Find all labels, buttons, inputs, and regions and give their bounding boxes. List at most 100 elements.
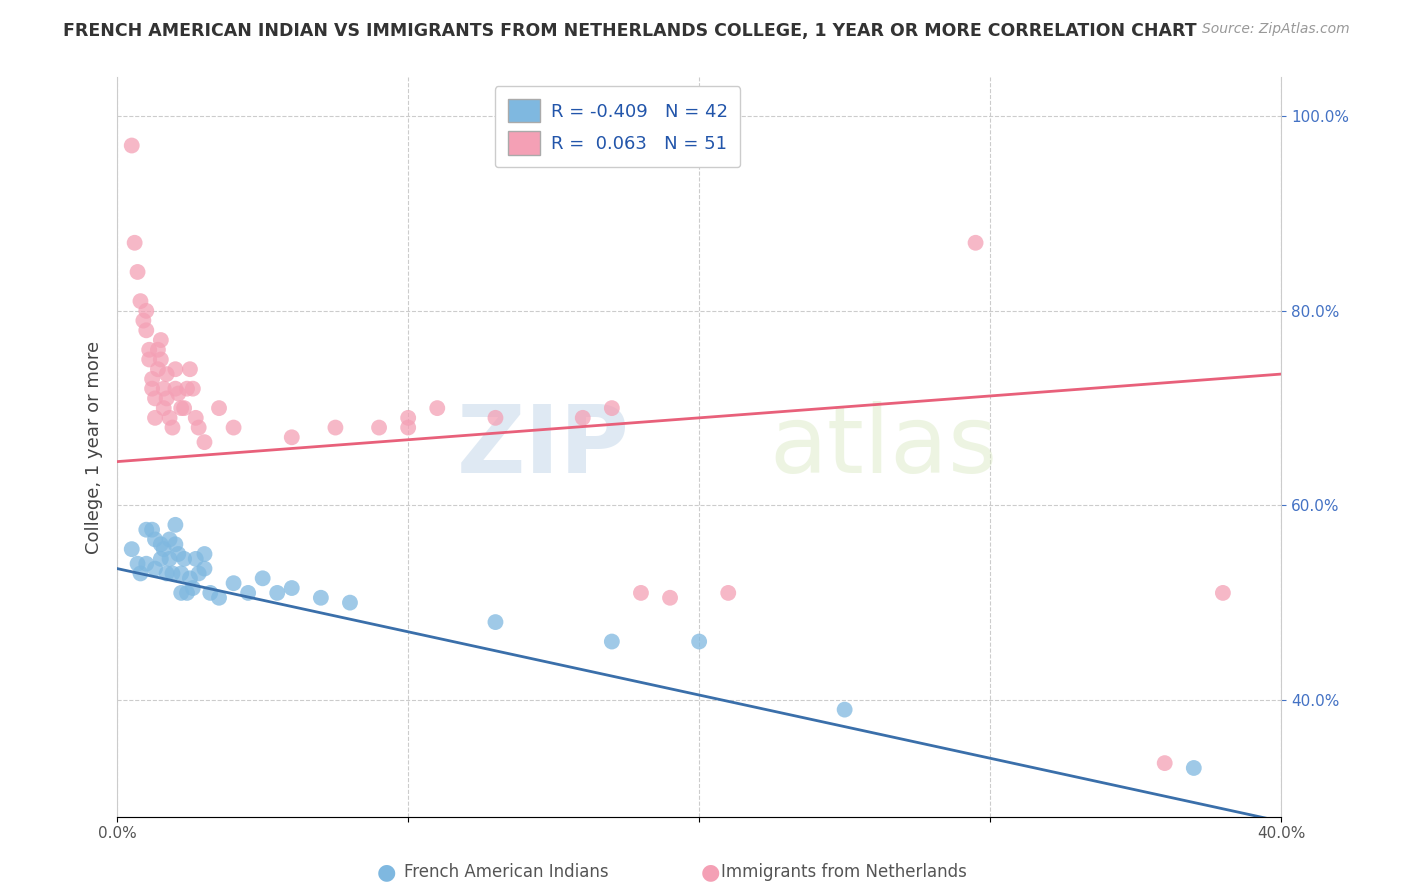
Point	[165, 537, 187, 551]
Point	[184, 552, 207, 566]
Point	[193, 561, 215, 575]
Y-axis label: College, 1 year or more: College, 1 year or more	[86, 341, 103, 554]
Point	[184, 410, 207, 425]
Point	[156, 392, 179, 406]
Point	[222, 420, 245, 434]
Point	[325, 420, 347, 434]
Point	[200, 586, 222, 600]
Point	[170, 586, 193, 600]
Point	[143, 410, 166, 425]
Point	[127, 265, 149, 279]
Point	[179, 571, 201, 585]
Point	[339, 596, 361, 610]
Text: ●: ●	[700, 863, 720, 882]
Point	[222, 576, 245, 591]
Point	[129, 294, 152, 309]
Point	[165, 362, 187, 376]
Point	[179, 362, 201, 376]
Point	[484, 410, 506, 425]
Point	[208, 401, 231, 416]
Point	[165, 382, 187, 396]
Point	[426, 401, 449, 416]
Point	[156, 367, 179, 381]
Point	[141, 382, 163, 396]
Point	[159, 552, 181, 566]
Point	[143, 561, 166, 575]
Text: FRENCH AMERICAN INDIAN VS IMMIGRANTS FROM NETHERLANDS COLLEGE, 1 YEAR OR MORE CO: FRENCH AMERICAN INDIAN VS IMMIGRANTS FRO…	[63, 22, 1197, 40]
Point	[368, 420, 391, 434]
Text: Immigrants from Netherlands: Immigrants from Netherlands	[721, 863, 966, 881]
Point	[396, 420, 419, 434]
Point	[484, 615, 506, 629]
Point	[208, 591, 231, 605]
Point	[149, 352, 172, 367]
Point	[187, 420, 209, 434]
Text: atlas: atlas	[769, 401, 997, 493]
Point	[135, 303, 157, 318]
Point	[149, 333, 172, 347]
Point	[167, 386, 190, 401]
Point	[252, 571, 274, 585]
Point	[173, 401, 195, 416]
Point	[146, 362, 169, 376]
Point	[152, 401, 174, 416]
Point	[127, 557, 149, 571]
Point	[149, 552, 172, 566]
Point	[129, 566, 152, 581]
Point	[138, 352, 160, 367]
Legend: R = -0.409   N = 42, R =  0.063   N = 51: R = -0.409 N = 42, R = 0.063 N = 51	[495, 87, 741, 167]
Text: ZIP: ZIP	[457, 401, 630, 493]
Point	[170, 566, 193, 581]
Point	[1153, 756, 1175, 771]
Point	[121, 542, 143, 557]
Point	[176, 382, 198, 396]
Point	[181, 581, 204, 595]
Point	[193, 547, 215, 561]
Point	[600, 401, 623, 416]
Point	[152, 542, 174, 557]
Point	[236, 586, 259, 600]
Point	[159, 533, 181, 547]
Point	[571, 410, 593, 425]
Point	[141, 372, 163, 386]
Point	[600, 634, 623, 648]
Point	[143, 392, 166, 406]
Text: ●: ●	[377, 863, 396, 882]
Point	[162, 566, 184, 581]
Point	[659, 591, 682, 605]
Point	[834, 703, 856, 717]
Point	[135, 557, 157, 571]
Point	[1182, 761, 1205, 775]
Point	[135, 523, 157, 537]
Point	[165, 517, 187, 532]
Point	[152, 382, 174, 396]
Point	[630, 586, 652, 600]
Point	[181, 382, 204, 396]
Text: Source: ZipAtlas.com: Source: ZipAtlas.com	[1202, 22, 1350, 37]
Point	[176, 586, 198, 600]
Point	[170, 401, 193, 416]
Point	[173, 552, 195, 566]
Point	[717, 586, 740, 600]
Point	[149, 537, 172, 551]
Point	[688, 634, 710, 648]
Point	[138, 343, 160, 357]
Text: French American Indians: French American Indians	[404, 863, 609, 881]
Point	[146, 343, 169, 357]
Point	[396, 410, 419, 425]
Point	[281, 430, 304, 444]
Point	[193, 435, 215, 450]
Point	[281, 581, 304, 595]
Point	[159, 410, 181, 425]
Point	[124, 235, 146, 250]
Point	[141, 523, 163, 537]
Point	[135, 323, 157, 337]
Point	[156, 566, 179, 581]
Point	[266, 586, 288, 600]
Point	[965, 235, 987, 250]
Point	[167, 547, 190, 561]
Point	[121, 138, 143, 153]
Point	[132, 313, 155, 327]
Point	[143, 533, 166, 547]
Point	[309, 591, 332, 605]
